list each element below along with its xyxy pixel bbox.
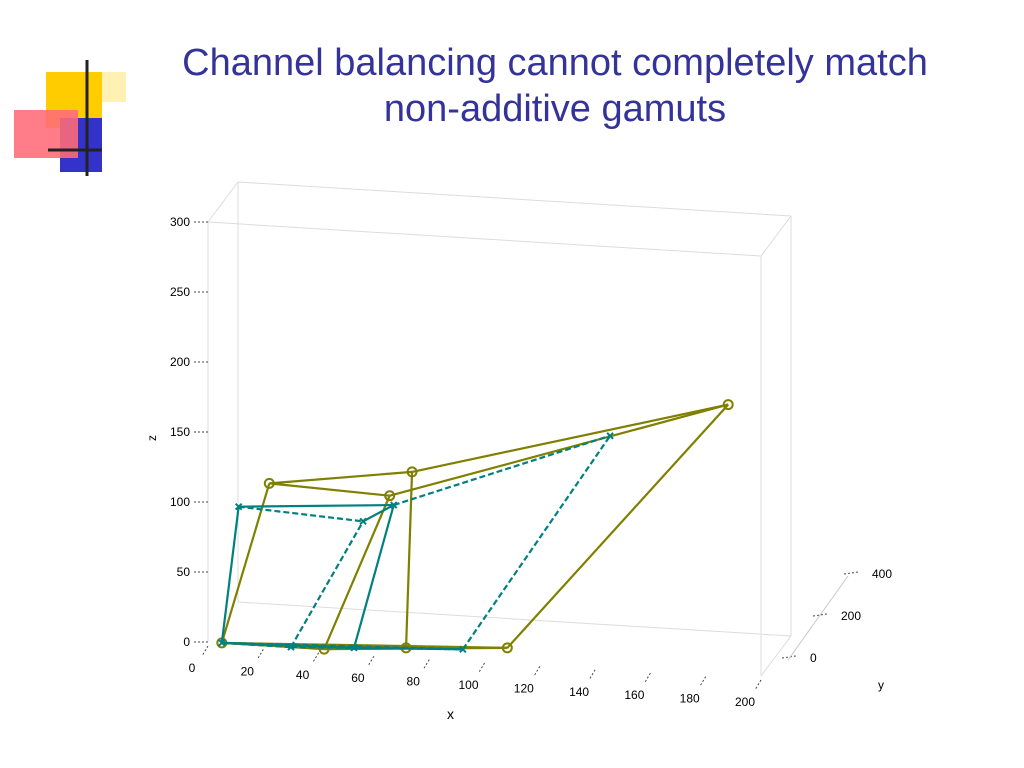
box-edge	[237, 601, 792, 637]
y-axis-label: y	[878, 678, 884, 692]
y-tick	[843, 571, 859, 575]
data-point	[459, 645, 467, 654]
x-tick-label: 80	[407, 675, 421, 689]
box-edge	[760, 215, 792, 257]
slide-title-line-2: non-additive gamuts	[383, 88, 727, 130]
series-edge	[290, 646, 463, 651]
slide-decoration	[14, 60, 126, 176]
series-edge	[220, 506, 240, 643]
y-axis-line	[787, 575, 849, 661]
z-axis-label: z	[145, 435, 159, 441]
series-edge	[404, 471, 414, 648]
z-tick-label: 200	[170, 355, 190, 369]
box-edge	[207, 221, 762, 257]
x-tick	[312, 652, 320, 664]
y-tick	[781, 655, 797, 659]
slide-title-line-1: Channel balancing cannot completely matc…	[182, 42, 928, 84]
data-point	[218, 639, 226, 647]
x-tick-label: 160	[624, 688, 644, 702]
x-tick-label: 200	[735, 695, 755, 709]
series-edge	[238, 505, 364, 523]
x-tick	[643, 672, 651, 684]
series-edge	[362, 504, 395, 523]
box-edge	[760, 635, 792, 677]
z-tick-label: 100	[170, 495, 190, 509]
x-tick-label: 60	[351, 671, 365, 685]
series-edge	[352, 504, 395, 649]
x-tick	[478, 662, 485, 674]
z-tick-label: 300	[170, 215, 190, 229]
x-tick	[588, 669, 596, 681]
z-tick-label: 150	[170, 425, 190, 439]
series-edge	[269, 482, 390, 497]
x-tick-label: 0	[189, 661, 196, 675]
box-edge	[207, 181, 239, 223]
series-edge	[269, 470, 413, 485]
data-point	[359, 517, 367, 526]
z-tick-label: 50	[177, 565, 191, 579]
data-point	[406, 466, 418, 478]
x-tick-label: 20	[241, 664, 255, 678]
x-tick-label: 120	[514, 681, 534, 695]
x-axis-label: x	[447, 706, 454, 722]
chart-box	[207, 181, 792, 677]
data-point	[263, 477, 275, 489]
x-tick-label: 180	[680, 692, 700, 706]
data-point	[234, 502, 243, 511]
series-edge	[506, 403, 730, 649]
box-edge	[237, 181, 792, 217]
series-group	[218, 432, 614, 654]
x-tick	[256, 649, 264, 660]
x-tick	[754, 679, 762, 691]
data-point	[390, 501, 398, 509]
series-edge	[411, 403, 729, 473]
z-tick-label: 0	[183, 635, 190, 649]
series-edge	[461, 435, 612, 650]
slide-title: Channel balancing cannot completely matc…	[150, 40, 960, 132]
x-tick	[201, 645, 209, 657]
chart-series	[216, 399, 734, 655]
data-point	[606, 432, 614, 440]
data-point	[287, 643, 295, 651]
x-tick-label: 40	[296, 668, 310, 682]
x-tick-label: 100	[458, 678, 478, 692]
series-edge	[323, 495, 391, 650]
data-point	[722, 399, 734, 411]
series-edge	[393, 434, 611, 507]
y-tick-label: 400	[872, 567, 892, 581]
chart-axes: 0 50 100 150 200 250 300 z 0 20 40 60 80 100 120 140 160…	[145, 215, 892, 722]
series-edge	[289, 520, 365, 648]
data-point	[501, 642, 513, 654]
x-tick-label: 140	[569, 685, 589, 699]
deco-yellow-fade	[102, 72, 126, 102]
data-point	[384, 490, 396, 502]
z-tick-label: 250	[170, 285, 190, 299]
series-group	[216, 399, 734, 655]
x-tick	[533, 666, 541, 677]
y-tick-label: 0	[810, 651, 817, 665]
x-tick	[699, 676, 707, 687]
x-tick	[422, 659, 430, 670]
y-tick-label: 200	[841, 609, 861, 623]
x-tick	[367, 655, 375, 667]
series-edge	[238, 503, 394, 508]
data-point	[350, 644, 358, 652]
series-edge	[389, 403, 729, 497]
